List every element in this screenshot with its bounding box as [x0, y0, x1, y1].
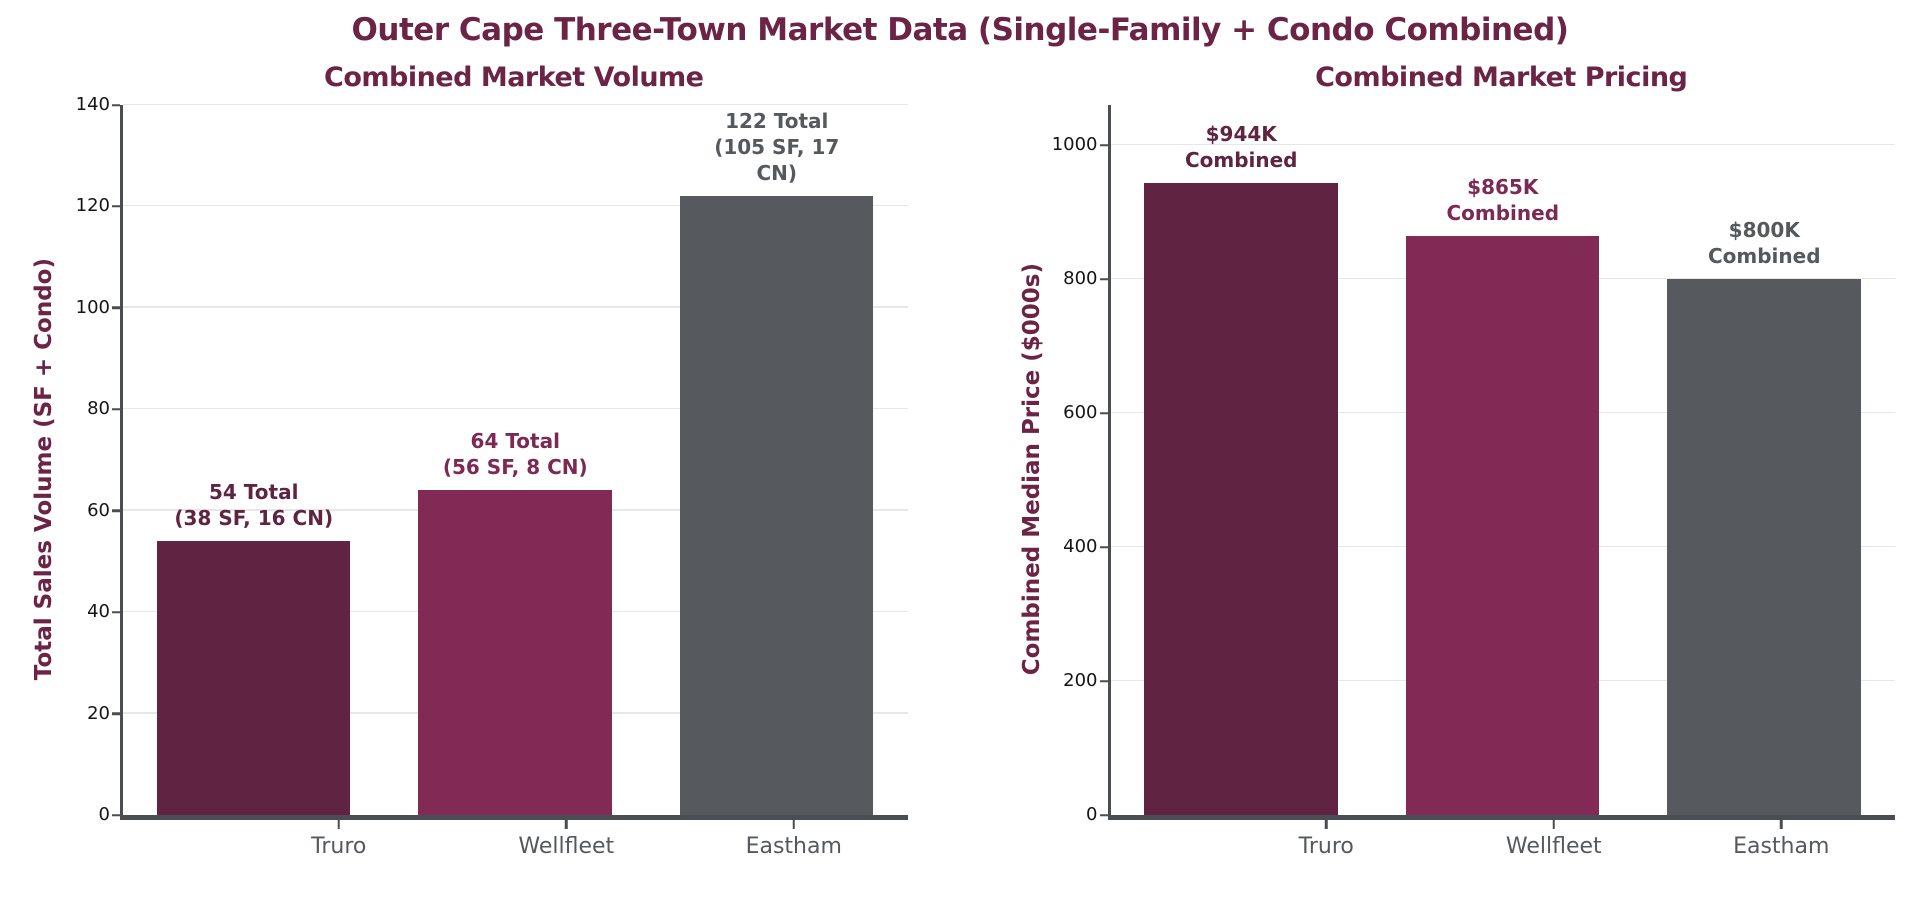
volume-y-axis-label: Total Sales Volume (SF + Condo) — [31, 258, 57, 681]
y-tick-label: 40 — [87, 601, 110, 623]
pricing-y-axis-label: Combined Median Price ($000s) — [1018, 263, 1045, 676]
bar-wellfleet — [1405, 235, 1600, 815]
gridline — [123, 204, 908, 207]
gridline — [1110, 143, 1895, 146]
y-tick-mark — [1099, 545, 1108, 549]
y-tick-label: 600 — [1063, 402, 1098, 424]
bar-truro — [156, 541, 351, 815]
bar-value-label: $800K Combined — [1707, 218, 1821, 269]
x-tick-mark — [337, 820, 340, 829]
x-tick-label: Eastham — [745, 834, 842, 859]
gridline — [123, 306, 908, 308]
y-tick-label: 120 — [75, 195, 110, 217]
x-tick-mark — [1780, 820, 1783, 829]
x-tick-mark — [1552, 820, 1555, 829]
y-tick-label: 80 — [87, 398, 110, 420]
y-tick-label: 60 — [87, 499, 110, 521]
bar-value-label: 122 Total (105 SF, 17 CN) — [714, 109, 840, 186]
bar-eastham — [1667, 279, 1861, 815]
y-tick-label: 0 — [1086, 804, 1098, 825]
volume-plot-wrap: 0 20 40 60 80 100 120 140 54 Total (38 SF, 16 CN… — [76, 96, 908, 868]
volume-chart: Combined Market Volume Total Sales Volum… — [15, 62, 908, 868]
y-tick-mark — [112, 103, 120, 107]
pricing-y-axis-label-wrap: Combined Median Price ($000s) — [1003, 112, 1061, 827]
y-tick-label: 400 — [1063, 536, 1098, 558]
volume-plot: 0 20 40 60 80 100 120 140 54 Total (38 SF, 16 CN… — [76, 96, 908, 824]
y-tick-label: 200 — [1063, 670, 1098, 692]
y-tick-mark — [112, 205, 120, 208]
y-tick-mark — [1099, 143, 1108, 147]
x-tick-mark — [1325, 820, 1328, 829]
volume-chart-title: Combined Market Volume — [324, 62, 704, 93]
y-tick-label: 800 — [1063, 268, 1098, 290]
x-tick-mark — [565, 820, 568, 829]
y-tick-mark — [112, 813, 120, 817]
volume-y-axis-label-wrap: Total Sales Volume (SF + Condo) — [15, 112, 73, 827]
y-tick-label: 140 — [75, 94, 110, 115]
bar-truro — [1144, 182, 1338, 815]
bar-value-label: 54 Total (38 SF, 16 CN) — [174, 480, 334, 531]
y-tick-mark — [112, 610, 120, 614]
y-tick-mark — [1099, 277, 1108, 281]
pricing-plot-wrap: 0 200 400 600 800 1000 $944K Combined $865K Com… — [1052, 105, 1896, 868]
y-tick-label: 100 — [75, 296, 110, 318]
gridline — [123, 103, 908, 105]
y-tick-mark — [112, 509, 120, 512]
main-title: Outer Cape Three-Town Market Data (Singl… — [351, 12, 1569, 48]
pricing-chart: Combined Market Pricing Combined Median … — [1003, 62, 1896, 868]
y-tick-mark — [112, 306, 120, 310]
x-tick-label: Truro — [1298, 834, 1354, 859]
y-tick-label: 0 — [98, 804, 110, 825]
pricing-chart-title: Combined Market Pricing — [1315, 62, 1688, 93]
x-tick-label: Eastham — [1733, 834, 1830, 859]
y-tick-label: 1000 — [1051, 134, 1098, 156]
y-tick-mark — [1099, 679, 1108, 683]
y-tick-mark — [1099, 411, 1108, 415]
bar-value-label: 64 Total (56 SF, 8 CN) — [442, 429, 588, 480]
charts-row: Combined Market Volume Total Sales Volum… — [0, 62, 1920, 868]
x-tick-label: Truro — [311, 834, 367, 859]
x-axis-labels: Truro Wellfleet Eastham — [1213, 820, 1896, 868]
x-tick-mark — [792, 820, 795, 829]
bar-wellfleet — [418, 490, 612, 815]
y-tick-mark — [1099, 813, 1108, 817]
x-tick-label: Wellfleet — [1505, 834, 1602, 859]
gridline — [123, 407, 908, 410]
y-tick-mark — [112, 408, 120, 411]
pricing-plot: 0 200 400 600 800 1000 $944K Combined $865K Com… — [1052, 105, 1895, 824]
bar-value-label: $865K Combined — [1446, 174, 1560, 225]
y-tick-mark — [112, 712, 120, 715]
x-tick-label: Wellfleet — [518, 834, 615, 859]
bar-eastham — [679, 196, 874, 815]
bar-value-label: $944K Combined — [1184, 121, 1298, 172]
y-tick-label: 20 — [87, 702, 110, 724]
x-axis-labels: Truro Wellfleet Eastham — [225, 820, 908, 868]
